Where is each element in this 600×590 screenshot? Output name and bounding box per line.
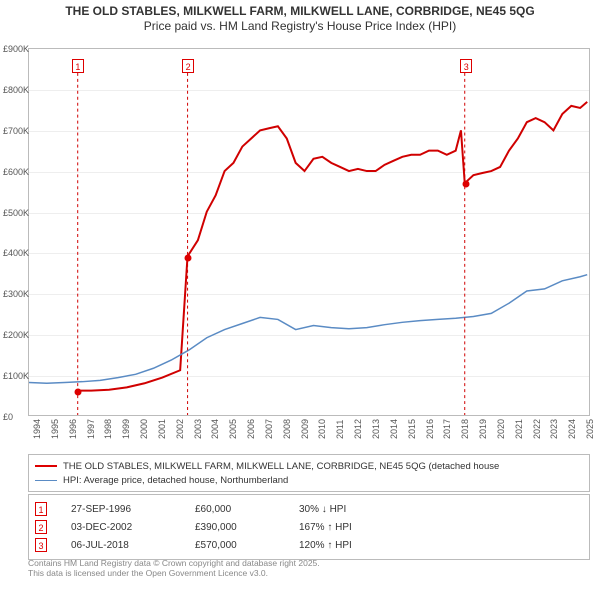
event-marker-box-2: 2	[182, 59, 194, 73]
x-tick-label: 2021	[514, 419, 524, 439]
event-date: 03-DEC-2002	[71, 522, 171, 533]
title-subtitle: Price paid vs. HM Land Registry's House …	[8, 19, 592, 33]
x-tick-label: 2025	[585, 419, 595, 439]
event-date: 06-JUL-2018	[71, 540, 171, 551]
x-tick-label: 1996	[68, 419, 78, 439]
event-marker-box-1: 1	[72, 59, 84, 73]
chart-lines-svg	[29, 49, 589, 415]
x-tick-label: 2024	[567, 419, 577, 439]
x-tick-label: 2001	[157, 419, 167, 439]
x-tick-label: 2012	[353, 419, 363, 439]
legend-row-property: THE OLD STABLES, MILKWELL FARM, MILKWELL…	[35, 459, 583, 473]
events-table: 1 27-SEP-1996 £60,000 30% ↓ HPI 2 03-DEC-2002…	[28, 494, 590, 560]
footer-line1: Contains HM Land Registry data © Crown c…	[28, 558, 320, 568]
x-tick-label: 2019	[478, 419, 488, 439]
x-tick-label: 2003	[193, 419, 203, 439]
event-row: 2 03-DEC-2002 £390,000 167% ↑ HPI	[35, 518, 583, 536]
event-marker-dot-1	[74, 389, 81, 396]
x-tick-label: 2014	[389, 419, 399, 439]
x-tick-label: 2017	[442, 419, 452, 439]
event-id-box: 1	[35, 502, 47, 516]
series-line-hpi	[29, 275, 587, 384]
event-marker-box-3: 3	[460, 59, 472, 73]
x-tick-label: 2000	[139, 419, 149, 439]
x-tick-label: 2004	[210, 419, 220, 439]
chart-container: THE OLD STABLES, MILKWELL FARM, MILKWELL…	[0, 0, 600, 590]
x-tick-label: 2018	[460, 419, 470, 439]
legend-label-property: THE OLD STABLES, MILKWELL FARM, MILKWELL…	[63, 461, 499, 472]
event-pct: 120% ↑ HPI	[299, 540, 419, 551]
x-tick-label: 1998	[103, 419, 113, 439]
legend-swatch-blue	[35, 480, 57, 481]
x-tick-label: 2008	[282, 419, 292, 439]
footer-line2: This data is licensed under the Open Gov…	[28, 568, 320, 578]
legend-swatch-red	[35, 465, 57, 467]
x-tick-label: 2002	[175, 419, 185, 439]
x-tick-label: 2020	[496, 419, 506, 439]
event-price: £60,000	[195, 504, 275, 515]
chart-plot-area: £0£100K£200K£300K£400K£500K£600K£700K£80…	[28, 48, 590, 416]
x-tick-label: 1997	[86, 419, 96, 439]
title-address: THE OLD STABLES, MILKWELL FARM, MILKWELL…	[8, 4, 592, 18]
x-tick-label: 2011	[335, 420, 345, 439]
x-tick-label: 2009	[300, 419, 310, 439]
x-tick-label: 2007	[264, 419, 274, 439]
event-marker-dot-2	[185, 254, 192, 261]
event-pct: 167% ↑ HPI	[299, 522, 419, 533]
event-id-box: 2	[35, 520, 47, 534]
x-tick-label: 1999	[121, 419, 131, 439]
legend-label-hpi: HPI: Average price, detached house, Nort…	[63, 475, 288, 486]
series-line-property	[78, 102, 587, 391]
event-row: 1 27-SEP-1996 £60,000 30% ↓ HPI	[35, 500, 583, 518]
x-tick-label: 2016	[425, 419, 435, 439]
footer-attribution: Contains HM Land Registry data © Crown c…	[28, 558, 320, 578]
event-price: £570,000	[195, 540, 275, 551]
x-tick-label: 2005	[228, 419, 238, 439]
event-row: 3 06-JUL-2018 £570,000 120% ↑ HPI	[35, 536, 583, 554]
event-date: 27-SEP-1996	[71, 504, 171, 515]
x-tick-label: 2006	[246, 419, 256, 439]
x-tick-label: 1994	[32, 419, 42, 439]
title-block: THE OLD STABLES, MILKWELL FARM, MILKWELL…	[0, 0, 600, 35]
legend-row-hpi: HPI: Average price, detached house, Nort…	[35, 473, 583, 487]
x-tick-label: 1995	[50, 419, 60, 439]
x-tick-label: 2013	[371, 419, 381, 439]
x-tick-label: 2010	[317, 419, 327, 439]
legend-box: THE OLD STABLES, MILKWELL FARM, MILKWELL…	[28, 454, 590, 492]
event-marker-dot-3	[463, 180, 470, 187]
x-tick-label: 2022	[532, 419, 542, 439]
event-id-box: 3	[35, 538, 47, 552]
event-price: £390,000	[195, 522, 275, 533]
event-pct: 30% ↓ HPI	[299, 504, 419, 515]
x-tick-label: 2015	[407, 419, 417, 439]
x-tick-label: 2023	[549, 419, 559, 439]
